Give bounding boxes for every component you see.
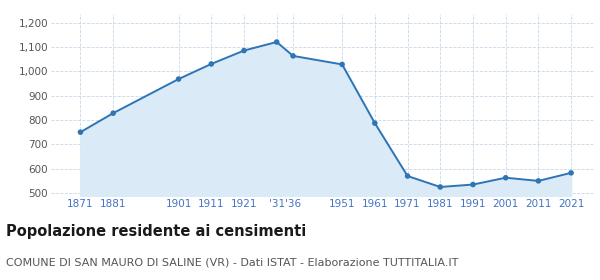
Point <box>76 130 85 134</box>
Point <box>337 62 347 67</box>
Point <box>272 40 281 44</box>
Point <box>370 121 380 125</box>
Point <box>566 171 576 175</box>
Text: Popolazione residente ai censimenti: Popolazione residente ai censimenti <box>6 224 306 239</box>
Point <box>288 54 298 58</box>
Text: COMUNE DI SAN MAURO DI SALINE (VR) - Dati ISTAT - Elaborazione TUTTITALIA.IT: COMUNE DI SAN MAURO DI SALINE (VR) - Dat… <box>6 258 458 268</box>
Point <box>533 179 543 183</box>
Point <box>403 174 412 178</box>
Point <box>109 111 118 115</box>
Point <box>206 62 216 66</box>
Point <box>436 185 445 189</box>
Point <box>174 77 184 81</box>
Point <box>501 176 511 180</box>
Point <box>239 48 249 53</box>
Point <box>468 182 478 187</box>
